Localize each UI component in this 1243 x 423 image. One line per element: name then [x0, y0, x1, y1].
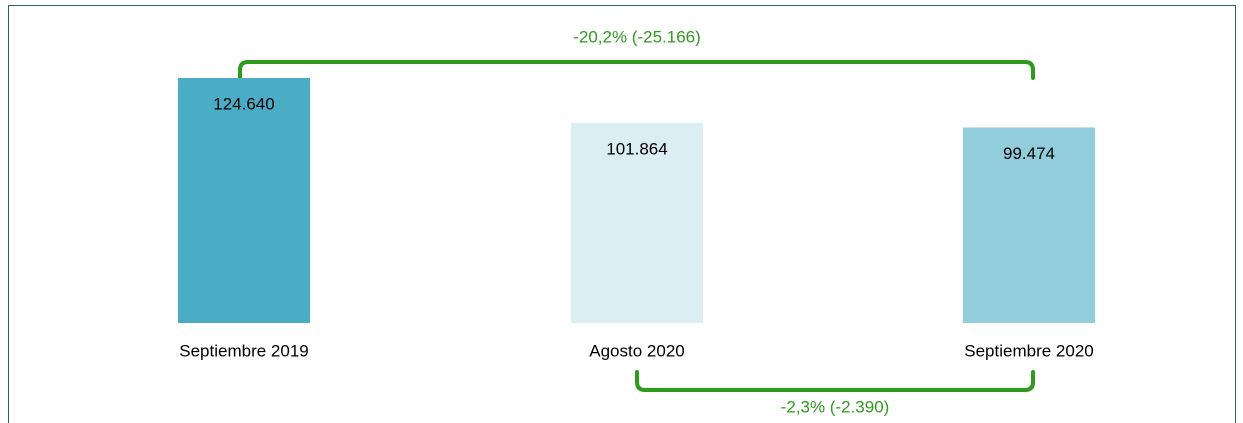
bar — [178, 78, 310, 323]
x-tick-label: Agosto 2020 — [589, 341, 684, 360]
bar — [963, 127, 1095, 323]
x-tick-label: Septiembre 2019 — [179, 341, 308, 360]
frame — [8, 5, 1236, 423]
bracket — [238, 60, 1035, 80]
bracket — [635, 370, 1035, 392]
bar — [571, 122, 703, 323]
x-tick-label: Septiembre 2020 — [964, 341, 1093, 360]
value-label: 99.474 — [1003, 144, 1055, 163]
annotation: -20,2% (-25.166) — [573, 27, 701, 46]
value-label: 101.864 — [606, 139, 667, 158]
annotation: -2,3% (-2.390) — [781, 397, 890, 416]
value-label: 124.640 — [213, 94, 274, 113]
